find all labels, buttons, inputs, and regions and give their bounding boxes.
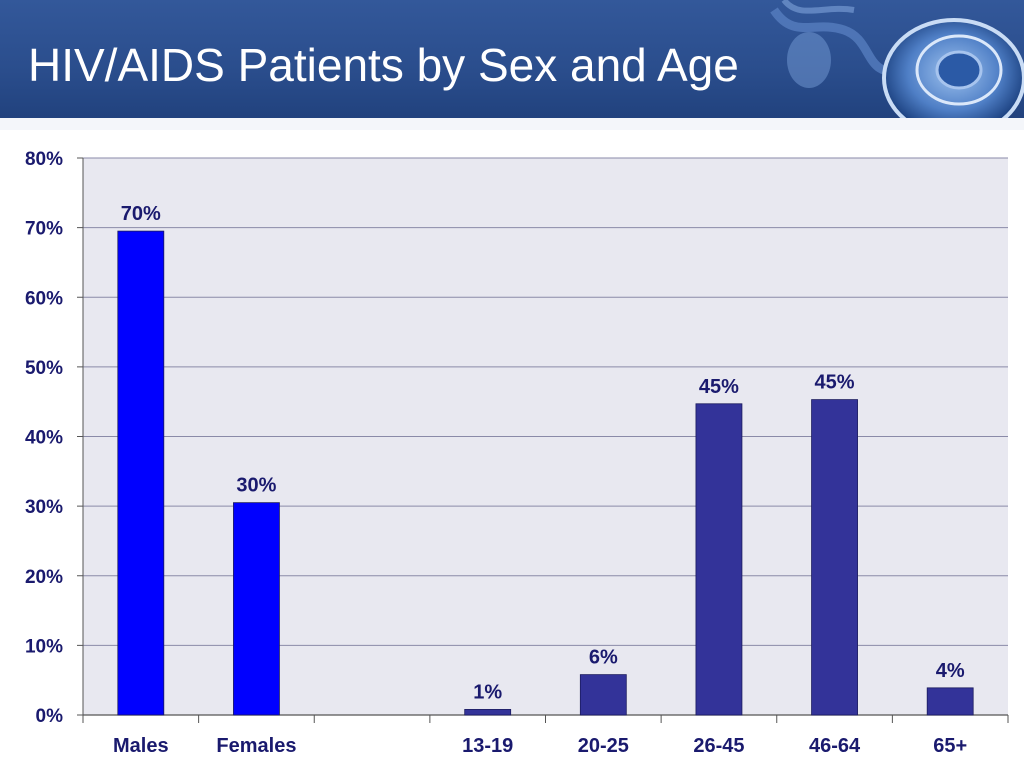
y-tick-label: 40% (25, 428, 63, 449)
y-tick-label: 10% (25, 636, 63, 657)
data-label: 1% (473, 681, 502, 703)
data-label: 45% (699, 376, 739, 398)
x-tick-label: 13-19 (462, 735, 513, 757)
data-label: 45% (815, 372, 855, 394)
y-tick-label: 30% (25, 497, 63, 518)
y-tick-label: 80% (25, 149, 63, 170)
x-tick-label: 46-64 (809, 735, 861, 757)
stethoscope-icon (770, 0, 1024, 130)
data-label: 30% (236, 475, 276, 497)
x-tick-label: 65+ (933, 735, 967, 757)
slide-title: HIV/AIDS Patients by Sex and Age (28, 39, 739, 91)
bar-chart: 0% 10% 20% 30% 40% 50% 60% 70% 80% Males 70% Female… (25, 149, 1009, 757)
x-tick-label: Females (216, 735, 296, 757)
banner-divider (0, 118, 1024, 130)
bar (464, 709, 512, 716)
chart-area: 0% 10% 20% 30% 40% 50% 60% 70% 80% Males 70% Female… (0, 133, 1024, 768)
bar (233, 502, 280, 716)
x-tick-label: 26-45 (693, 735, 744, 757)
title-banner: HIV/AIDS Patients by Sex and Age (0, 0, 1024, 130)
bar (579, 674, 627, 716)
bar (926, 687, 974, 716)
data-label: 70% (121, 203, 161, 225)
x-tick-label: Males (113, 735, 169, 757)
y-tick-label: 0% (36, 706, 64, 727)
y-tick-label: 20% (25, 567, 63, 588)
data-label: 6% (589, 647, 618, 669)
bar (695, 403, 743, 716)
y-tick-label: 50% (25, 358, 63, 379)
y-tick-label: 60% (25, 288, 63, 309)
bar (811, 399, 858, 716)
x-tick-label: 20-25 (578, 735, 629, 757)
y-tick-label: 70% (25, 219, 63, 240)
data-label: 4% (936, 660, 965, 682)
bar (117, 230, 165, 716)
